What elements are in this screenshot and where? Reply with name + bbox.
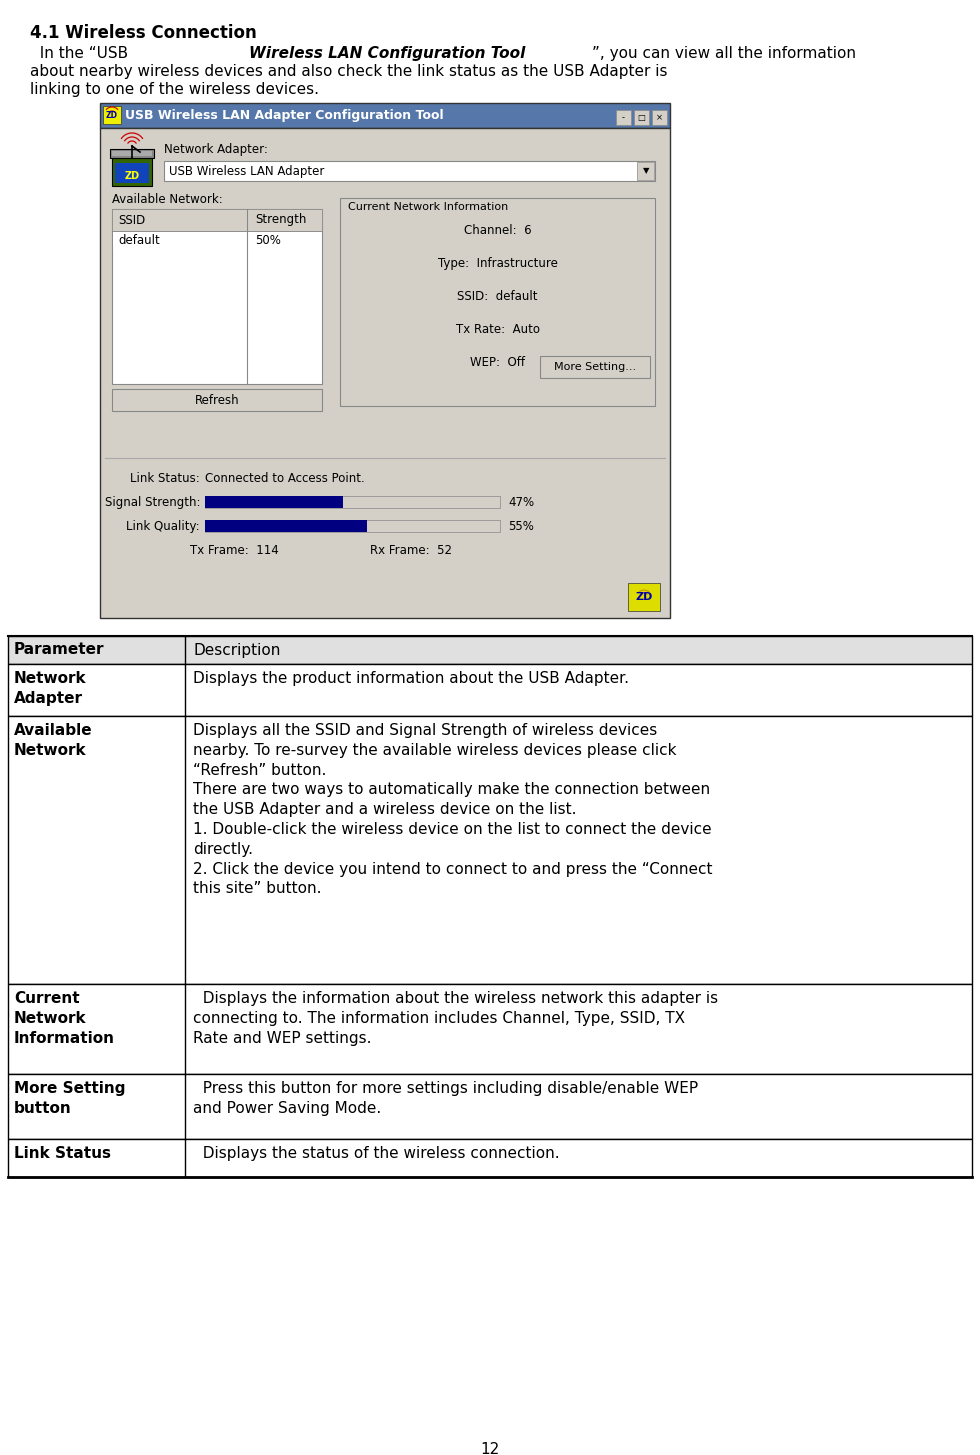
Bar xyxy=(637,162,654,180)
Text: -: - xyxy=(622,113,625,122)
Text: Tx Frame:  114: Tx Frame: 114 xyxy=(190,544,278,557)
Text: Available
Network: Available Network xyxy=(14,723,93,758)
Text: In the “USB: In the “USB xyxy=(30,47,133,61)
Bar xyxy=(540,356,650,378)
Text: Displays the status of the wireless connection.: Displays the status of the wireless conn… xyxy=(193,1147,560,1161)
Text: linking to one of the wireless devices.: linking to one of the wireless devices. xyxy=(30,81,319,97)
Bar xyxy=(112,151,152,156)
Bar xyxy=(652,111,667,125)
Bar xyxy=(164,162,655,180)
Text: Displays the information about the wireless network this adapter is
connecting t: Displays the information about the wirel… xyxy=(193,991,718,1046)
Bar xyxy=(628,583,660,611)
Text: USB Wireless LAN Adapter: USB Wireless LAN Adapter xyxy=(169,164,324,178)
Bar xyxy=(8,1139,972,1177)
Bar xyxy=(8,716,972,984)
Text: about nearby wireless devices and also check the link status as the USB Adapter : about nearby wireless devices and also c… xyxy=(30,64,667,79)
Text: SSID:  default: SSID: default xyxy=(458,290,538,303)
Text: Current
Network
Information: Current Network Information xyxy=(14,991,115,1046)
Text: Tx Rate:  Auto: Tx Rate: Auto xyxy=(456,323,540,336)
Bar xyxy=(205,519,367,533)
Text: Network Adapter:: Network Adapter: xyxy=(164,143,268,156)
Text: Link Status: Link Status xyxy=(14,1147,111,1161)
Text: SSID: SSID xyxy=(118,214,145,227)
Text: ×: × xyxy=(656,113,663,122)
Bar xyxy=(8,663,972,716)
Text: 47%: 47% xyxy=(508,496,534,508)
Text: Current Network Information: Current Network Information xyxy=(348,202,509,212)
Text: Press this button for more settings including disable/enable WEP
and Power Savin: Press this button for more settings incl… xyxy=(193,1081,698,1116)
Text: ”, you can view all the information: ”, you can view all the information xyxy=(592,47,856,61)
Bar xyxy=(103,106,121,124)
Text: More Setting
button: More Setting button xyxy=(14,1081,125,1116)
Bar xyxy=(205,519,500,533)
Text: Link Status:: Link Status: xyxy=(130,471,200,485)
Text: Displays all the SSID and Signal Strength of wireless devices
nearby. To re-surv: Displays all the SSID and Signal Strengt… xyxy=(193,723,712,896)
Bar xyxy=(205,496,343,508)
Text: 50%: 50% xyxy=(255,234,281,247)
Text: ZD: ZD xyxy=(635,592,653,602)
Text: Refresh: Refresh xyxy=(195,393,239,406)
Text: Available Network:: Available Network: xyxy=(112,194,222,207)
Text: Channel:  6: Channel: 6 xyxy=(464,224,531,237)
Text: Link Quality:: Link Quality: xyxy=(126,519,200,533)
Text: More Setting...: More Setting... xyxy=(554,362,636,372)
Text: Signal Strength:: Signal Strength: xyxy=(105,496,200,509)
Text: 55%: 55% xyxy=(508,519,534,533)
Bar xyxy=(8,636,972,663)
Text: Description: Description xyxy=(193,643,280,658)
Bar xyxy=(115,163,149,183)
Text: ▼: ▼ xyxy=(643,166,650,176)
Bar xyxy=(616,111,631,125)
Bar xyxy=(112,388,322,410)
Text: default: default xyxy=(118,234,160,247)
Bar xyxy=(112,210,322,384)
Text: USB Wireless LAN Adapter Configuration Tool: USB Wireless LAN Adapter Configuration T… xyxy=(125,109,444,122)
Text: Rx Frame:  52: Rx Frame: 52 xyxy=(370,544,452,557)
Text: ZD: ZD xyxy=(124,172,139,180)
Bar xyxy=(100,128,670,618)
Text: WEP:  Off: WEP: Off xyxy=(470,356,525,370)
Text: Displays the product information about the USB Adapter.: Displays the product information about t… xyxy=(193,671,629,685)
Text: Parameter: Parameter xyxy=(14,643,105,658)
Text: □: □ xyxy=(638,113,646,122)
Bar xyxy=(100,103,670,128)
Bar xyxy=(205,496,500,508)
Bar xyxy=(110,148,154,159)
Bar xyxy=(113,231,321,250)
Text: 4.1 Wireless Connection: 4.1 Wireless Connection xyxy=(30,23,257,42)
Text: ZD: ZD xyxy=(106,111,118,119)
Bar xyxy=(8,1074,972,1139)
Text: Type:  Infrastructure: Type: Infrastructure xyxy=(437,258,558,271)
Text: Wireless LAN Configuration Tool: Wireless LAN Configuration Tool xyxy=(249,47,525,61)
Bar xyxy=(340,198,655,406)
Bar xyxy=(112,210,322,231)
Text: Network
Adapter: Network Adapter xyxy=(14,671,86,706)
Text: 12: 12 xyxy=(480,1442,500,1455)
Text: Strength: Strength xyxy=(255,214,307,227)
Text: Connected to Access Point.: Connected to Access Point. xyxy=(205,471,365,485)
Bar xyxy=(8,984,972,1074)
Bar xyxy=(112,159,152,186)
Bar xyxy=(634,111,649,125)
